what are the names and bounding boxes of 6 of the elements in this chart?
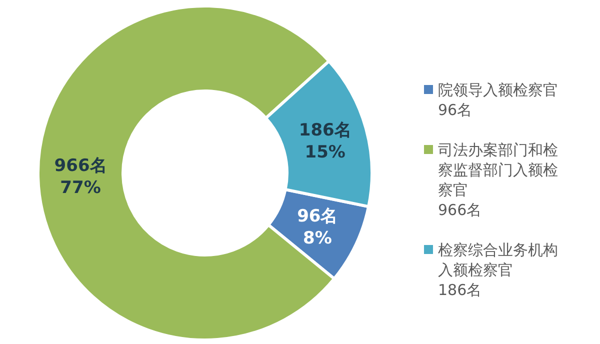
data-label: 966名 77% [54, 156, 107, 198]
data-label: 96名 8% [297, 206, 338, 248]
data-label: 186名 15% [298, 120, 352, 162]
legend-label: 司法办案部门和检察监督部门入额检察官 966名 [438, 140, 559, 220]
legend-label: 院领导入额检察官 96名 [438, 80, 559, 120]
legend-label: 检察综合业务机构入额检察官 186名 [438, 240, 559, 300]
